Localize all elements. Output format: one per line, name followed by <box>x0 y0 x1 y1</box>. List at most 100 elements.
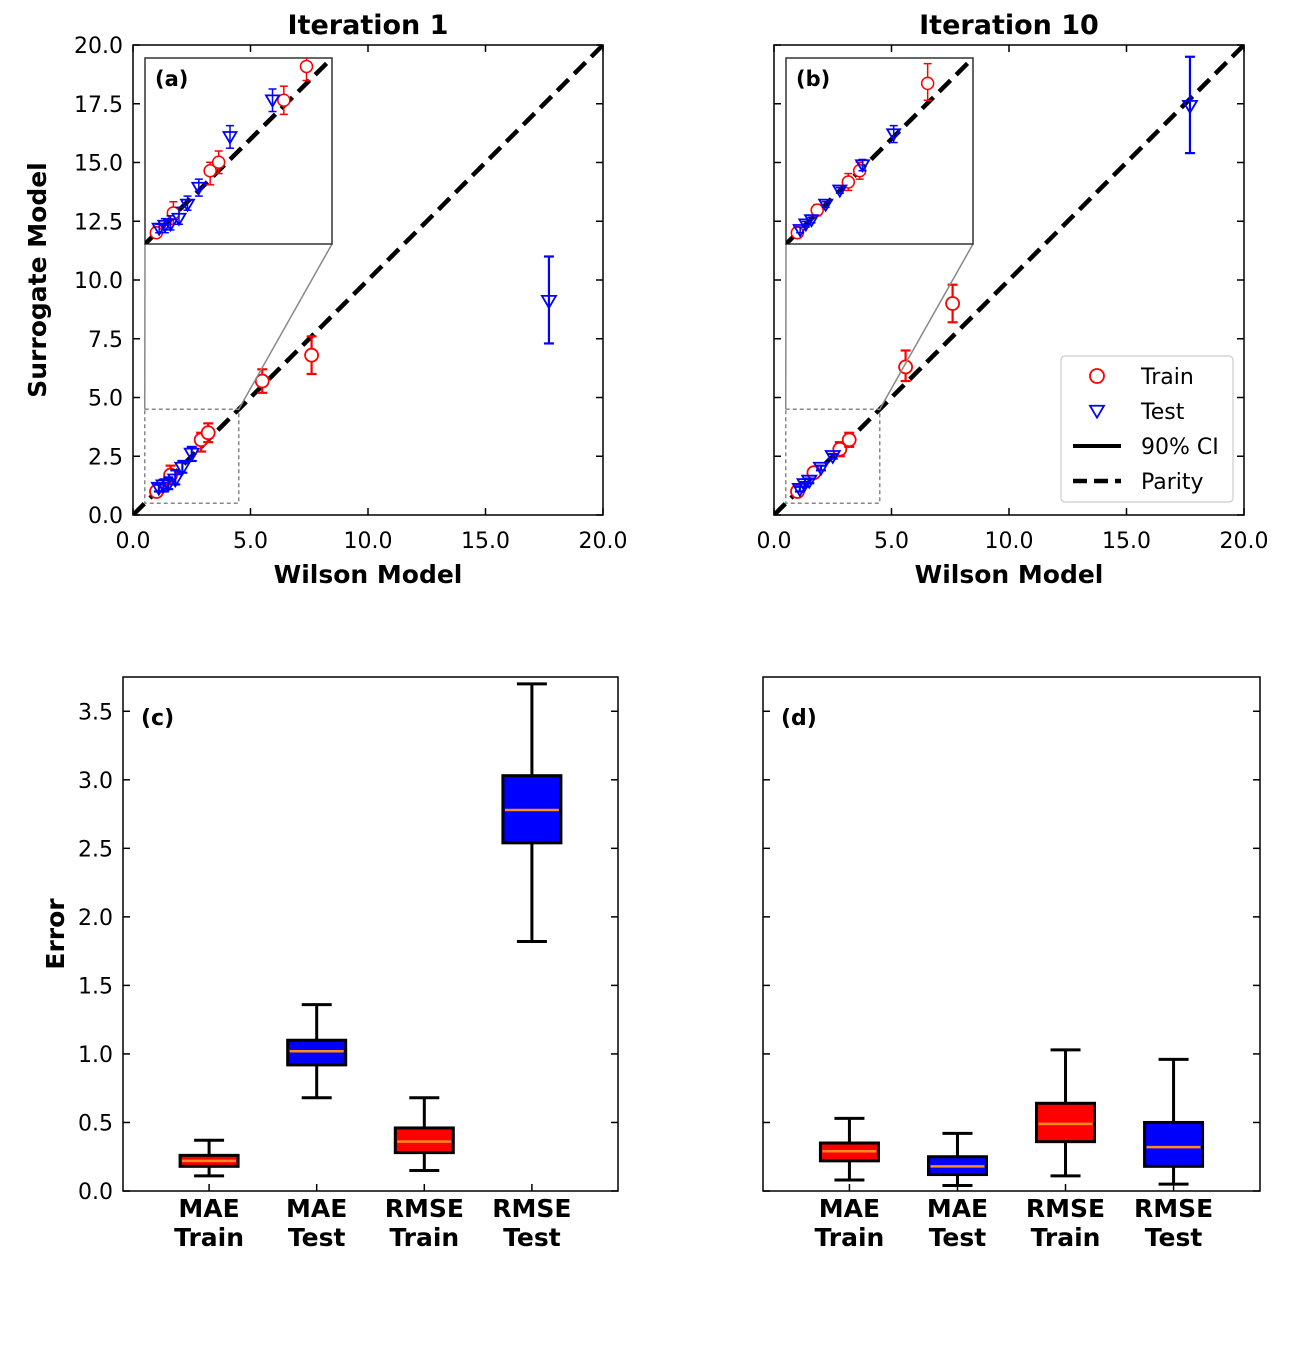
x-tick-label: 15.0 <box>1102 529 1151 554</box>
inset-test-point <box>831 184 848 199</box>
x-tick-label-line1: RMSE <box>385 1194 464 1223</box>
x-axis-label: Wilson Model <box>915 560 1104 589</box>
box-mae-test <box>926 1131 988 1188</box>
legend-label: 90% CI <box>1141 435 1219 460</box>
box-iqr <box>393 1126 455 1155</box>
x-tick-label-line2: Train <box>174 1223 244 1252</box>
x-tick-label-line2: Test <box>503 1223 561 1252</box>
y-tick-label: 2.5 <box>88 445 123 470</box>
train-point <box>304 347 320 363</box>
y-tick-label: 0.0 <box>88 504 123 529</box>
y-axis-label: Error <box>41 898 70 970</box>
inset-test-point <box>170 212 188 227</box>
train-point <box>200 425 216 441</box>
inset-test-point <box>179 198 196 213</box>
inset-region-box <box>144 408 240 504</box>
x-tick-label: 10.0 <box>985 529 1034 554</box>
test-point <box>540 294 558 310</box>
x-tick-label: 5.0 <box>233 529 268 554</box>
x-axis-label: Wilson Model <box>274 560 463 589</box>
test-point <box>800 474 818 490</box>
inset-train-point <box>203 163 217 178</box>
y-tick-label: 20.0 <box>74 34 123 59</box>
inset-train-point <box>299 59 314 74</box>
axes-frame <box>122 676 619 1192</box>
y-tick-label: 15.0 <box>74 152 123 177</box>
inset-test-point <box>190 181 207 196</box>
x-tick-label: 5.0 <box>874 529 909 554</box>
panel-label: (b) <box>796 67 830 91</box>
x-tick-label: 15.0 <box>461 529 510 554</box>
x-tick-label-line1: RMSE <box>1134 1194 1213 1223</box>
train-point <box>254 373 270 389</box>
y-tick-label: 2.0 <box>78 906 113 931</box>
x-tick-label-line2: Train <box>389 1223 459 1252</box>
x-tick-label-line2: Test <box>929 1223 987 1252</box>
test-point <box>166 473 184 489</box>
x-tick-label-line1: MAE <box>819 1194 880 1223</box>
x-tick-label: 20.0 <box>579 529 628 554</box>
inset-test-point <box>162 218 179 233</box>
inset-test-point <box>803 214 820 228</box>
inset-train-point <box>277 93 291 108</box>
y-tick-label: 0.0 <box>78 1180 113 1205</box>
y-tick-label: 3.0 <box>78 769 113 794</box>
x-tick-label: 0.0 <box>757 529 792 554</box>
chart-title: Iteration 10 <box>919 10 1099 41</box>
y-axis-label: Surrogate Model <box>23 162 52 398</box>
inset-test-point <box>885 128 902 143</box>
x-tick-label-line2: Train <box>814 1223 884 1252</box>
plot-area <box>774 45 1244 515</box>
test-point <box>812 461 830 477</box>
inset-test-point <box>264 94 281 109</box>
inset-link-right <box>238 243 333 410</box>
x-tick-label-line1: MAE <box>286 1194 347 1223</box>
legend: Train Test 90% CI Parity <box>1060 355 1234 503</box>
x-tick-label-line2: Train <box>1031 1223 1101 1252</box>
box-iqr <box>286 1038 348 1067</box>
panel-c: MAETrainMAETestRMSETrainRMSETest0.00.51.… <box>41 676 619 1252</box>
x-tick-label: 20.0 <box>1220 529 1269 554</box>
test-point <box>183 447 201 463</box>
test-point <box>1181 99 1199 115</box>
train-point <box>945 296 960 311</box>
inset-test-point <box>817 198 834 213</box>
test-point <box>824 450 842 465</box>
inset-plot <box>786 58 973 244</box>
panel-b: Iteration 10 (b) 0.0 5.0 10.0 15.0 20.0 Wilson … <box>757 10 1269 589</box>
test-point <box>154 479 173 495</box>
box-rmse-test <box>501 682 563 944</box>
panel-a: Iteration 1 (a) 0.0 5.0 10.0 15.0 20.0 0.0 2.5 5.… <box>23 10 628 589</box>
box-mae-train <box>178 1138 240 1178</box>
x-tick-label: 0.0 <box>116 529 151 554</box>
legend-label: Parity <box>1141 470 1204 495</box>
inset-test-point <box>797 218 814 233</box>
legend-marker-test <box>1088 404 1106 420</box>
box-rmse-train <box>393 1096 455 1172</box>
chart-title: Iteration 1 <box>288 10 449 41</box>
panel-label: (a) <box>155 67 188 91</box>
x-tick-label-line1: RMSE <box>1026 1194 1105 1223</box>
y-tick-label: 3.5 <box>78 700 113 725</box>
x-tick-label-line1: MAE <box>178 1194 239 1223</box>
legend-frame <box>1060 355 1234 503</box>
box-mae-test <box>286 1003 348 1100</box>
train-point <box>841 432 857 448</box>
y-tick-label: 0.5 <box>78 1111 113 1136</box>
x-tick-label-line2: Test <box>1145 1223 1203 1252</box>
legend-marker-train <box>1089 368 1105 384</box>
box-rmse-train <box>1035 1048 1097 1178</box>
box-iqr <box>1035 1101 1097 1144</box>
train-point <box>832 441 848 457</box>
box-iqr <box>1143 1120 1205 1168</box>
y-tick-label: 12.5 <box>74 210 123 235</box>
y-tick-label: 7.5 <box>88 328 123 353</box>
box-rmse-test <box>1143 1057 1205 1186</box>
axes-frame <box>762 676 1261 1192</box>
y-tick-label: 17.5 <box>74 93 123 118</box>
legend-label: Train <box>1140 365 1194 390</box>
y-tick-label: 1.0 <box>78 1043 113 1068</box>
box-mae-train <box>818 1116 880 1182</box>
panel-label: (c) <box>141 706 174 731</box>
